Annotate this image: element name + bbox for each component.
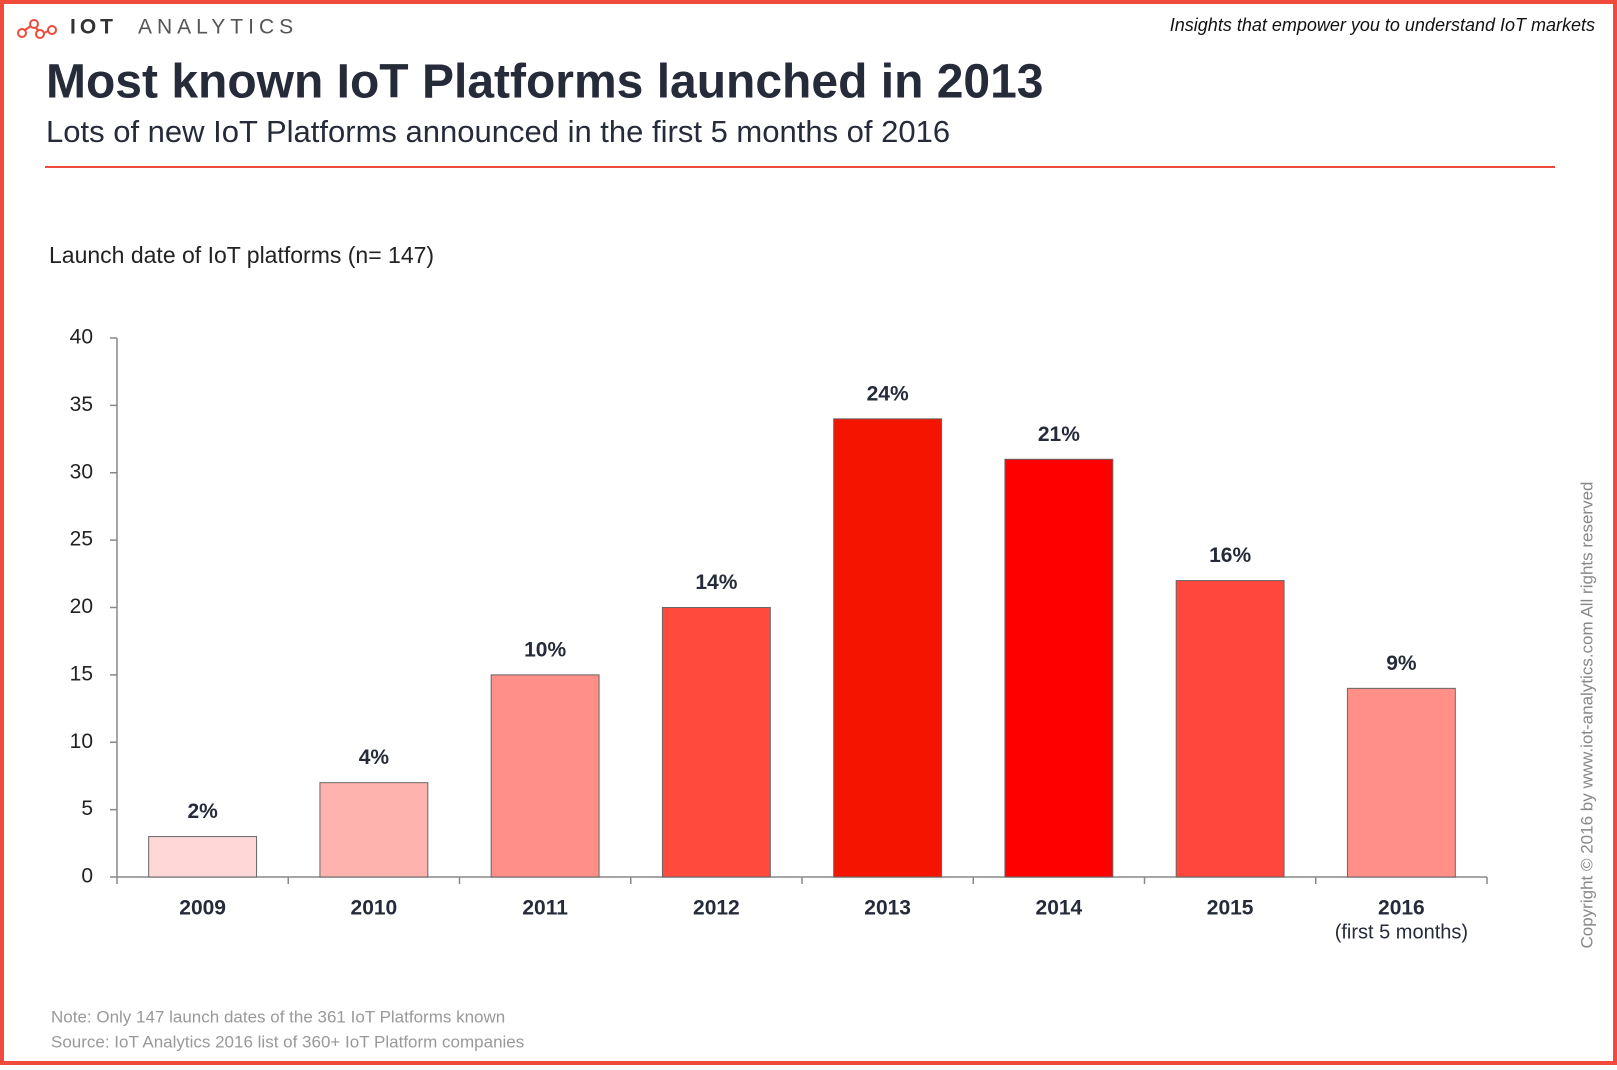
chart-subtitle: Lots of new IoT Platforms announced in t… bbox=[46, 114, 950, 149]
value-label: 16% bbox=[1209, 544, 1251, 567]
y-tick-label: 5 bbox=[81, 797, 93, 820]
bar bbox=[1004, 458, 1114, 878]
copyright: Copyright © 2016 by www.iot-analytics.co… bbox=[1577, 482, 1596, 949]
value-label: 9% bbox=[1386, 652, 1417, 675]
y-tick-label: 30 bbox=[70, 460, 93, 483]
chart-title: Most known IoT Platforms launched in 201… bbox=[46, 56, 1044, 109]
logo-light: ANALYTICS bbox=[138, 16, 298, 39]
bar bbox=[833, 418, 943, 878]
value-label: 24% bbox=[867, 382, 909, 405]
y-tick-label: 20 bbox=[70, 595, 93, 618]
value-label: 21% bbox=[1038, 423, 1080, 446]
bar bbox=[661, 607, 771, 878]
category-note: (first 5 months) bbox=[1335, 921, 1468, 943]
x-tick-label: 2013 bbox=[864, 897, 911, 920]
x-tick-label: 2009 bbox=[179, 897, 226, 920]
bar bbox=[319, 782, 429, 878]
note: Note: Only 147 launch dates of the 361 I… bbox=[51, 1007, 505, 1026]
value-label: 4% bbox=[359, 746, 390, 769]
y-tick-label: 15 bbox=[70, 662, 93, 685]
x-tick-label: 2011 bbox=[522, 897, 568, 920]
tagline: Insights that empower you to understand … bbox=[1170, 15, 1595, 35]
bar bbox=[1175, 580, 1285, 878]
x-tick-label: 2012 bbox=[693, 897, 740, 920]
bar bbox=[148, 836, 258, 878]
x-tick-label: 2015 bbox=[1207, 897, 1254, 920]
y-tick-label: 25 bbox=[70, 528, 93, 551]
y-tick-label: 0 bbox=[81, 865, 93, 888]
y-tick-label: 10 bbox=[70, 730, 93, 753]
bar bbox=[1346, 687, 1456, 878]
x-tick-label: 2016 bbox=[1378, 897, 1425, 920]
value-label: 10% bbox=[524, 638, 566, 661]
logo-bold: IOT bbox=[70, 16, 117, 39]
x-tick-label: 2014 bbox=[1036, 897, 1083, 920]
y-tick-label: 40 bbox=[70, 326, 93, 349]
y-tick-label: 35 bbox=[70, 393, 93, 416]
source: Source: IoT Analytics 2016 list of 360+ … bbox=[51, 1032, 524, 1051]
x-tick-label: 2010 bbox=[351, 897, 398, 920]
value-label: 14% bbox=[695, 571, 737, 594]
value-label: 2% bbox=[187, 800, 218, 823]
chart-label: Launch date of IoT platforms (n= 147) bbox=[49, 242, 434, 268]
logo-icon bbox=[17, 19, 57, 39]
bar bbox=[490, 674, 600, 878]
